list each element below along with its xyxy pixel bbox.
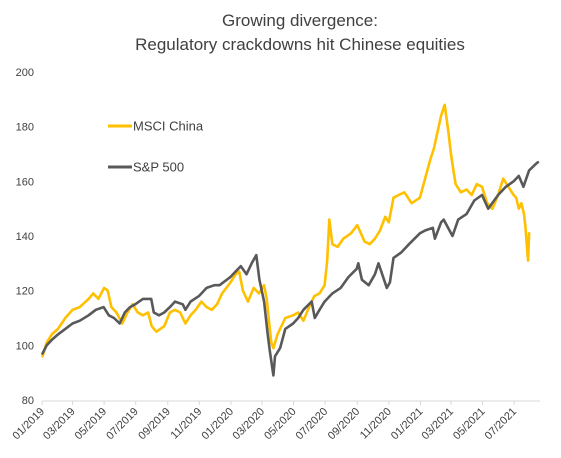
x-tick-label: 11/2019 bbox=[168, 406, 204, 442]
y-tick-label: 80 bbox=[22, 395, 34, 407]
x-tick-label: 07/2021 bbox=[483, 406, 520, 443]
series-layer bbox=[41, 103, 540, 377]
x-tick-label: 03/2019 bbox=[41, 406, 78, 443]
x-tick-label: 09/2020 bbox=[326, 406, 363, 443]
x-tick-label: 03/2020 bbox=[231, 406, 268, 443]
y-tick-label: 160 bbox=[16, 176, 34, 188]
y-axis: 80 100 120 140 160 180 200 bbox=[16, 67, 34, 407]
series-line-sp500 bbox=[41, 160, 540, 377]
y-tick-label: 120 bbox=[16, 286, 34, 298]
x-tick-label: 03/2021 bbox=[419, 406, 456, 443]
x-tick-label: 11/2020 bbox=[358, 406, 394, 442]
x-tick-label: 01/2021 bbox=[389, 406, 426, 443]
x-tick-label: 05/2019 bbox=[73, 406, 110, 443]
chart-title-line-1: Growing divergence: bbox=[222, 11, 378, 30]
x-axis: 01/201903/201905/201907/201909/201911/20… bbox=[11, 400, 540, 443]
legend-label: MSCI China bbox=[133, 119, 204, 134]
x-tick-label: 07/2019 bbox=[104, 406, 141, 443]
x-tick-label: 05/2020 bbox=[262, 406, 299, 443]
series-line-msci-china bbox=[41, 103, 531, 358]
x-tick-label: 01/2019 bbox=[11, 406, 48, 443]
x-tick-label: 05/2021 bbox=[451, 406, 488, 443]
y-tick-label: 180 bbox=[16, 122, 34, 134]
x-tick-label: 09/2019 bbox=[136, 406, 173, 443]
chart-title: Growing divergence: Regulatory crackdown… bbox=[135, 11, 465, 54]
y-tick-label: 140 bbox=[16, 231, 34, 243]
x-tick-label: 07/2020 bbox=[294, 406, 331, 443]
legend: MSCI China S&P 500 bbox=[108, 119, 204, 175]
y-tick-label: 200 bbox=[16, 67, 34, 79]
y-tick-label: 100 bbox=[16, 340, 34, 352]
legend-label: S&P 500 bbox=[133, 160, 184, 175]
chart-title-line-2: Regulatory crackdowns hit Chinese equiti… bbox=[135, 35, 465, 54]
x-tick-label: 01/2020 bbox=[199, 406, 236, 443]
